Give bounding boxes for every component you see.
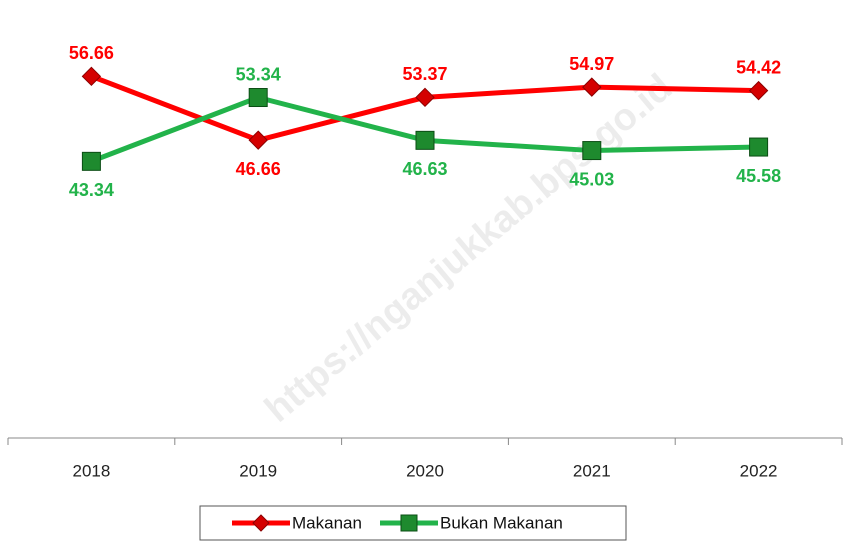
marker [748,80,769,101]
legend-label: Bukan Makanan [440,513,563,532]
x-tick-label: 2018 [72,461,110,480]
marker [582,141,602,161]
value-label: 45.58 [736,166,781,186]
value-label: 54.42 [736,57,781,77]
value-label: 45.03 [569,169,614,189]
x-tick-label: 2022 [740,461,778,480]
marker [582,77,602,97]
legend-label: Makanan [292,513,362,532]
marker [415,130,435,150]
value-label: 46.63 [402,159,447,179]
legend-marker [252,514,270,532]
value-label: 53.37 [402,64,447,84]
value-label: 46.66 [236,159,281,179]
marker [415,87,435,108]
marker [248,88,268,108]
x-tick-label: 2021 [573,461,611,480]
marker [248,130,268,150]
watermark: https://nganjukkab.bps.go.id [257,66,680,431]
value-label: 53.34 [236,64,281,84]
value-label: 54.97 [569,54,614,74]
x-tick-label: 2019 [239,461,277,480]
value-label: 56.66 [69,43,114,63]
x-tick-label: 2020 [406,461,444,480]
value-label: 43.34 [69,180,114,200]
marker [81,66,102,87]
legend-marker [400,514,418,532]
marker [81,151,101,171]
marker [749,137,769,157]
